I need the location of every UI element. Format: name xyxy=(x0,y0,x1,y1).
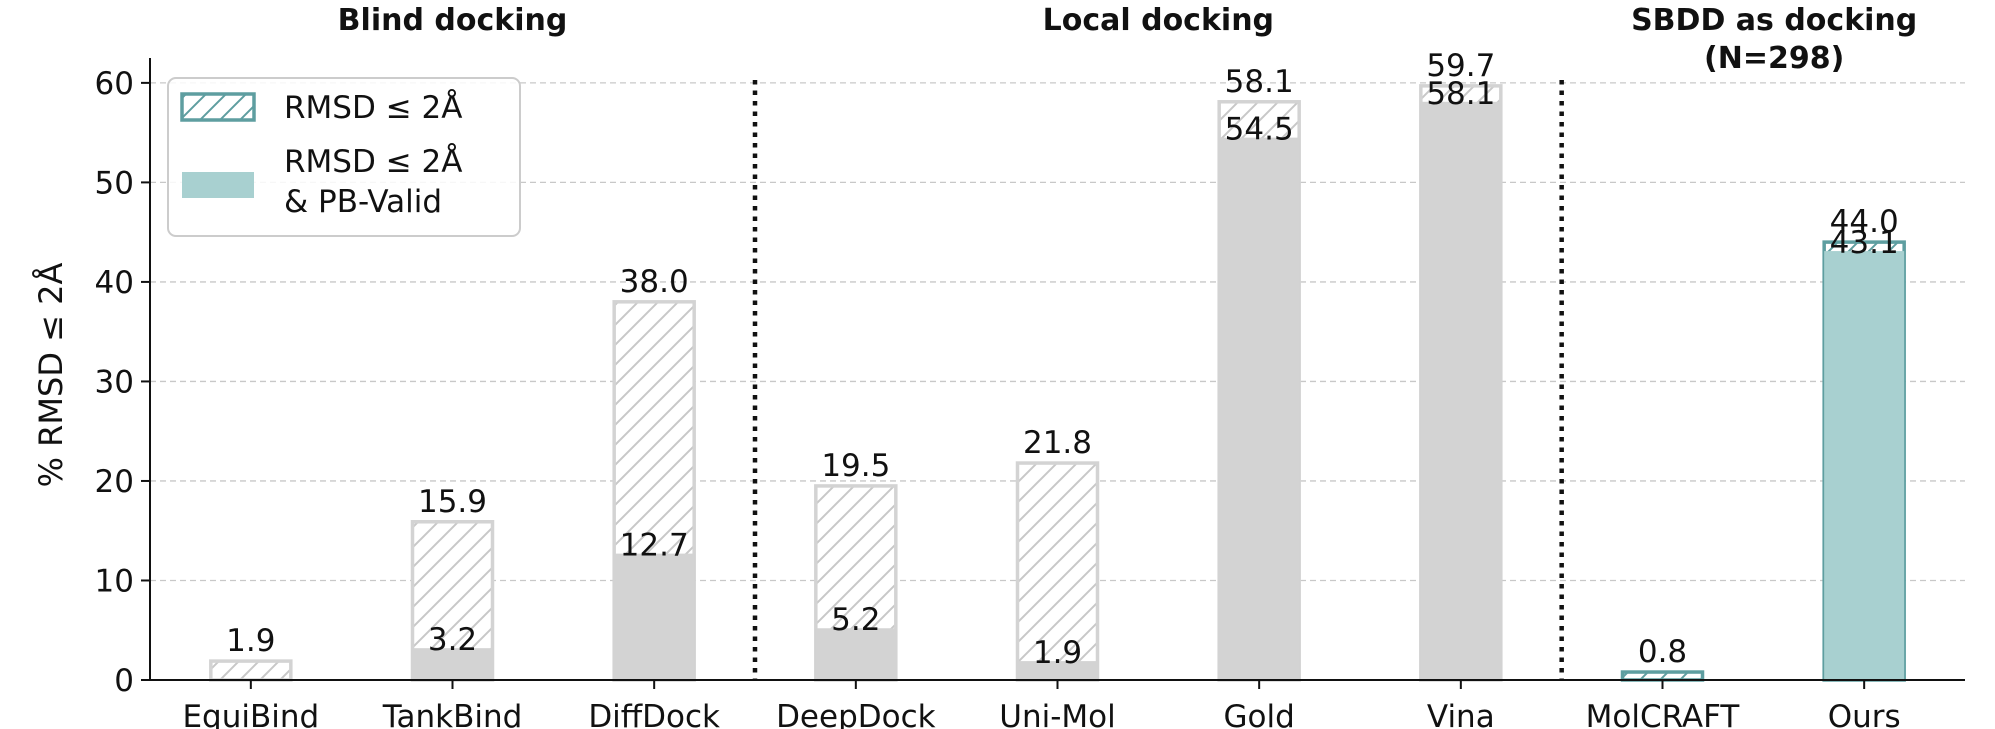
value-label-top: 1.9 xyxy=(226,623,275,659)
legend-label-pb-valid-line1: RMSD ≤ 2Å xyxy=(284,144,462,180)
group-title: Local docking xyxy=(1043,3,1274,38)
bar-pb-valid-diffdock xyxy=(614,553,695,680)
y-tick-label: 60 xyxy=(95,66,134,102)
x-tick-label: EquiBind xyxy=(182,699,319,729)
legend-label-rmsd: RMSD ≤ 2Å xyxy=(284,90,462,126)
value-label-top: 38.0 xyxy=(620,264,689,300)
bar-pb-valid-deepdock xyxy=(815,628,896,680)
bar-rmsd-molcraft xyxy=(1620,670,1705,682)
y-axis-title: % RMSD ≤ 2Å xyxy=(32,263,70,488)
x-tick-label: Gold xyxy=(1224,699,1295,729)
y-tick-label: 50 xyxy=(95,165,134,201)
legend-box xyxy=(167,77,521,237)
value-label-top: 15.9 xyxy=(418,484,487,520)
value-label-pb-valid: 1.9 xyxy=(1033,635,1082,671)
x-tick-label: Ours xyxy=(1828,699,1901,729)
bar-pb-valid-ours xyxy=(1824,251,1905,681)
value-label-pb-valid: 12.7 xyxy=(620,528,689,564)
x-tick-label: MolCRAFT xyxy=(1586,699,1741,729)
x-tick-label: DiffDock xyxy=(588,699,720,729)
y-tick-label: 40 xyxy=(95,265,134,301)
value-label-pb-valid: 54.5 xyxy=(1225,112,1294,148)
legend-label-pb-valid-line2: & PB-Valid xyxy=(284,184,442,220)
x-tick-label: TankBind xyxy=(382,699,523,729)
bar-pb-valid-vina xyxy=(1420,101,1501,680)
group-title-line: SBDD as docking xyxy=(1631,3,1917,38)
group-title-line: (N=298) xyxy=(1704,41,1844,76)
value-label-top: 21.8 xyxy=(1023,425,1092,461)
value-label-top: 0.8 xyxy=(1638,634,1687,670)
x-tick-label: DeepDock xyxy=(776,699,936,729)
bar-pb-valid-tankbind xyxy=(412,648,493,680)
bar-rmsd-uni-mol xyxy=(1015,461,1100,682)
bar-pb-valid-gold xyxy=(1219,137,1300,681)
group-title-line: Blind docking xyxy=(338,3,568,38)
value-label-top: 19.5 xyxy=(821,448,890,484)
y-tick-label: 0 xyxy=(114,663,134,699)
y-tick-label: 30 xyxy=(95,364,134,400)
legend-swatch-rmsd xyxy=(180,92,256,122)
value-label-pb-valid: 58.1 xyxy=(1426,76,1495,112)
value-label-pb-valid: 43.1 xyxy=(1830,225,1899,261)
bar-pb-valid-uni-mol xyxy=(1017,661,1098,680)
data-labels: 1.9 15.9 3.2 38.0 12.7 19.5 5.2 21.8 1.9 58.1 54.5… xyxy=(226,48,1899,671)
y-tick-label: 20 xyxy=(95,464,134,500)
value-label-top: 44.0 xyxy=(1830,204,1899,240)
group-titles: Blind docking Local docking SBDD as dockin… xyxy=(338,3,1918,76)
group-title: Blind docking xyxy=(338,3,568,38)
y-tick-label: 10 xyxy=(95,563,134,599)
axes: 0 10 20 30 40 50 60 EquiBind TankBind DiffDock Dee… xyxy=(32,58,1965,729)
legend-swatch-pb-valid xyxy=(182,172,254,198)
bar-rmsd-equibind xyxy=(209,659,293,682)
legend: RMSD ≤ 2Å RMSD ≤ 2Å & PB-Valid xyxy=(167,77,521,237)
group-title: SBDD as docking (N=298) xyxy=(1631,3,1917,76)
value-label-pb-valid: 5.2 xyxy=(831,602,880,638)
value-label-top: 58.1 xyxy=(1225,64,1294,100)
bars xyxy=(209,84,1906,682)
x-tick-label: Uni-Mol xyxy=(999,699,1115,729)
value-label-top: 59.7 xyxy=(1426,48,1495,84)
group-title-line: Local docking xyxy=(1043,3,1274,38)
value-label-pb-valid: 3.2 xyxy=(428,622,477,658)
x-tick-label: Vina xyxy=(1427,699,1495,729)
